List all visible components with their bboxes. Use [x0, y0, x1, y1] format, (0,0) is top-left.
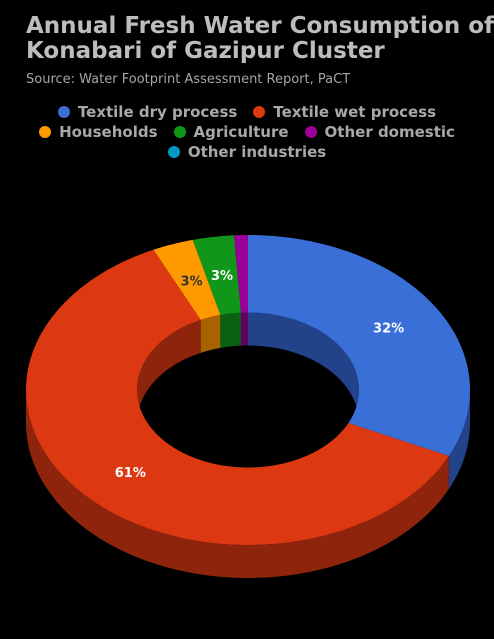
data-label-households: 3%: [181, 275, 203, 290]
inner-wall-agriculture: [220, 312, 242, 348]
legend-swatch: [39, 126, 52, 138]
outer-wall-textile-wet-process: [26, 390, 449, 578]
data-label-textile-dry-process: 32%: [373, 322, 404, 337]
slice-households[interactable]: [153, 239, 221, 320]
legend-swatch: [167, 146, 180, 158]
legend-swatch: [173, 126, 186, 138]
slice-textile-dry-process[interactable]: [248, 235, 470, 456]
legend-item-households[interactable]: Households: [39, 123, 158, 141]
slice-agriculture[interactable]: [192, 235, 242, 315]
legend-row: Households Agriculture Other domestic: [0, 122, 494, 142]
data-label-agriculture: 3%: [211, 269, 233, 284]
legend-label: Textile dry process: [77, 103, 238, 121]
legend-item-textile-wet-process[interactable]: Textile wet process: [253, 103, 436, 121]
legend-row: Textile dry process Textile wet process: [0, 102, 494, 122]
chart-title-line-1: Annual Fresh Water Consumption of: [26, 13, 494, 39]
legend-item-other-domestic[interactable]: Other domestic: [304, 123, 455, 141]
inner-wall-households: [200, 314, 221, 353]
legend-item-textile-dry-process[interactable]: Textile dry process: [57, 103, 238, 121]
inner-wall-textile-wet-process: [137, 319, 201, 423]
legend-item-other-industries[interactable]: Other industries: [167, 143, 327, 161]
legend-label: Households: [59, 123, 158, 141]
legend-label: Other industries: [187, 143, 327, 161]
chart-title: Annual Fresh Water Consumption of Konaba…: [26, 13, 494, 64]
chart-subtitle: Source: Water Footprint Assessment Repor…: [26, 72, 351, 87]
outer-wall-textile-dry-process: [448, 390, 470, 489]
chart-title-line-2: Konabari of Gazipur Cluster: [26, 38, 385, 64]
donut-slices: [26, 235, 470, 545]
inner-wall-other-domestic: [241, 312, 248, 346]
legend-swatch: [57, 106, 70, 118]
data-labels: 32% 61% 3% 3%: [115, 269, 404, 481]
inner-wall-textile-dry-process: [248, 312, 359, 423]
donut-outer-walls: [26, 390, 470, 578]
legend-label: Other domestic: [324, 123, 455, 141]
slice-other-domestic[interactable]: [234, 235, 248, 313]
legend-row: Other industries: [0, 142, 494, 162]
legend-item-agriculture[interactable]: Agriculture: [173, 123, 289, 141]
chart-legend: Textile dry process Textile wet process Ho…: [0, 102, 494, 162]
data-label-textile-wet-process: 61%: [115, 466, 146, 481]
slice-textile-wet-process[interactable]: [26, 249, 449, 545]
legend-swatch: [304, 126, 317, 138]
donut-inner-walls: [137, 312, 359, 423]
legend-swatch: [253, 106, 266, 118]
legend-label: Textile wet process: [273, 103, 437, 121]
legend-label: Agriculture: [193, 123, 289, 141]
